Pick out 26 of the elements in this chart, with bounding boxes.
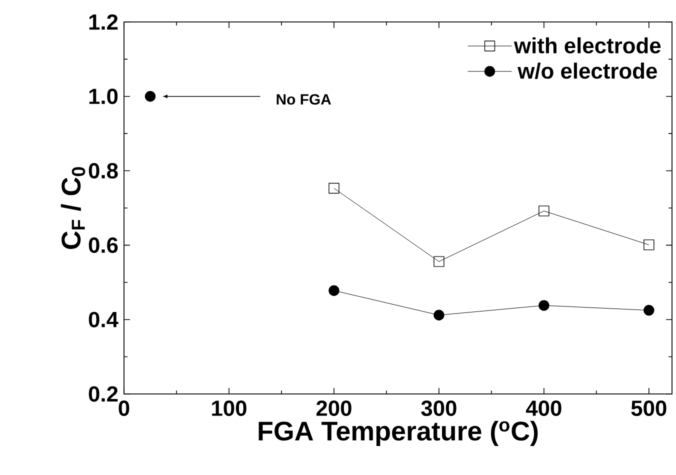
x-tick-label: 500	[631, 400, 666, 416]
point	[144, 91, 156, 102]
x-axis-title: FGA Temperature ($^{o}$C)	[258, 420, 538, 446]
y-tick-label: 1.2	[89, 14, 118, 30]
y-axis-title: C$_{F}$ / C$_{0}$	[60, 167, 86, 249]
point	[644, 304, 654, 316]
x-tick-label: 300	[421, 400, 456, 416]
y-tick-label: 0.8	[88, 163, 118, 179]
y-tick-label: 0.4	[88, 312, 118, 328]
legend-label: w/o electrode	[518, 62, 657, 80]
legend-label: with electrode	[514, 37, 661, 54]
point	[644, 239, 654, 250]
y-tick-label: 0.2	[88, 386, 118, 402]
x-tick-label: 100	[212, 400, 246, 416]
x-tick-label: 0	[118, 400, 130, 416]
x-tick-label: 400	[526, 400, 562, 416]
y-tick-label: 0.6	[88, 237, 118, 253]
point	[328, 285, 340, 296]
point	[434, 256, 444, 267]
x-tick-label: 200	[316, 400, 352, 416]
y-tick-label: 1.0	[89, 88, 118, 104]
point	[434, 310, 444, 320]
annotation: No FGA	[276, 94, 331, 105]
point	[538, 206, 550, 216]
point	[328, 182, 340, 194]
point	[538, 300, 550, 311]
